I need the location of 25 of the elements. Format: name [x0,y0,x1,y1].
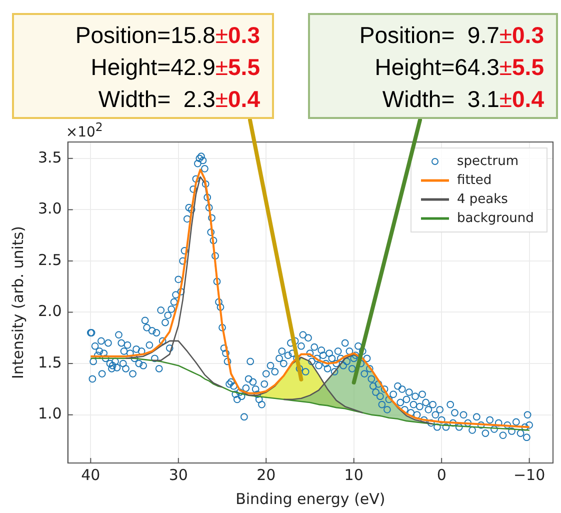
x-tick-label: 10 [344,466,364,484]
x-tick-label: 30 [168,466,188,484]
y-tick-label: 1.0 [38,404,62,423]
y-tick-label: 2.5 [38,250,62,269]
legend-label: 4 peaks [457,192,508,207]
y-axis-title: Intensity (arb. units) [8,226,27,380]
y-tick-label: 3.5 [38,148,62,166]
text: Width= 3.1±0.4 [381,85,544,114]
text: ×10$^{2}$ [66,120,103,141]
legend-label: fitted [457,172,492,188]
x-tick-label: 20 [256,466,276,484]
legend-label: spectrum [457,154,519,169]
text: Position= 9.7±0.3 [358,21,544,50]
x-axis-title: Binding energy (eV) [236,490,386,508]
y-tick-label: 1.5 [38,353,62,372]
legend-label: background [457,210,534,226]
text: Width= 2.3±0.4 [97,85,260,114]
x-tick-label: 0 [436,466,446,484]
y-tick-label: 2.0 [38,302,62,320]
x-tick-label: −10 [513,466,546,484]
text: Height=42.9±5.5 [90,53,260,82]
y-tick-label: 3.0 [38,200,62,218]
text: Position=15.8±0.3 [74,21,260,50]
x-tick-label: 40 [81,466,100,484]
text: Height=64.3±5.5 [374,53,544,82]
